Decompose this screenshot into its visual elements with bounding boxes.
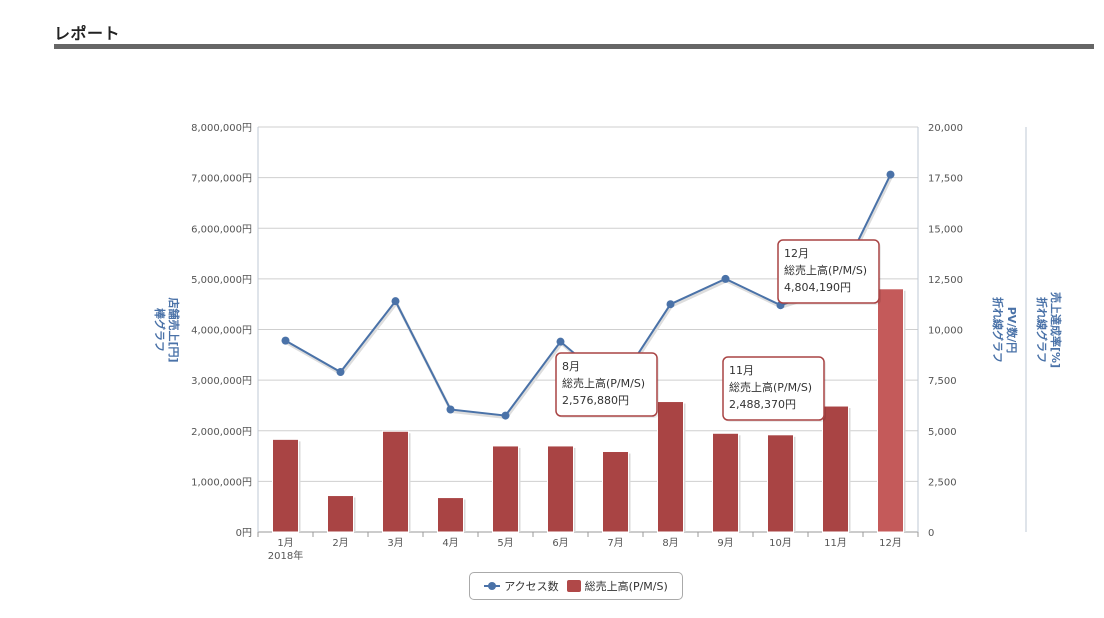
y-left-axis-title: 店舗売上[円] bbox=[167, 297, 181, 362]
y-right-axis-title: 折れ線グラフ bbox=[991, 297, 1005, 363]
y-left-tick-label: 1,000,000円 bbox=[191, 477, 252, 488]
line-point bbox=[556, 337, 565, 346]
y-right-tick-label: 5,000 bbox=[928, 427, 957, 438]
x-tick-label: 3月 bbox=[387, 537, 403, 549]
x-tick-label: 8月 bbox=[662, 537, 678, 549]
y-left-tick-label: 3,000,000円 bbox=[191, 376, 252, 387]
y-left-tick-label: 6,000,000円 bbox=[191, 224, 252, 235]
line-point bbox=[391, 297, 400, 306]
y-left-axis-title: 棒グラフ bbox=[153, 308, 167, 352]
tooltip-text: 11月 bbox=[729, 364, 754, 377]
y-right-tick-label: 15,000 bbox=[928, 224, 963, 235]
line-point bbox=[446, 405, 455, 414]
bar bbox=[602, 451, 629, 533]
bar bbox=[437, 497, 464, 533]
line-point bbox=[501, 411, 510, 420]
tooltip-text: 12月 bbox=[784, 247, 809, 260]
legend-item-access[interactable]: アクセス数 bbox=[484, 578, 559, 594]
bar bbox=[712, 432, 739, 533]
y-left-tick-label: 2,000,000円 bbox=[191, 427, 252, 438]
line-point bbox=[721, 274, 730, 283]
bar-swatch-icon bbox=[566, 580, 581, 592]
y-left-tick-label: 4,000,000円 bbox=[191, 326, 252, 337]
y-left-tick-label: 5,000,000円 bbox=[191, 275, 252, 286]
x-tick-label: 12月 bbox=[879, 537, 902, 549]
bar bbox=[492, 445, 519, 533]
x-tick-label: 6月 bbox=[552, 537, 568, 549]
bar bbox=[822, 405, 849, 533]
y-right-tick-label: 0 bbox=[928, 528, 934, 539]
bar bbox=[382, 430, 409, 533]
x-tick-label: 5月 bbox=[497, 537, 513, 549]
line-point bbox=[336, 368, 345, 377]
page-title: レポート bbox=[54, 24, 121, 43]
x-year-label: 2018年 bbox=[268, 549, 303, 562]
tooltip-text: 8月 bbox=[562, 360, 580, 373]
y-right-tick-label: 7,500 bbox=[928, 376, 957, 387]
y-right-tick-label: 20,000 bbox=[928, 123, 963, 134]
line-point bbox=[281, 336, 290, 345]
bar bbox=[767, 434, 794, 533]
y-right-tick-label: 10,000 bbox=[928, 326, 963, 337]
tooltip-text: 総売上高(P/M/S) bbox=[729, 380, 812, 394]
y-right2-axis-title: 折れ線グラフ bbox=[1035, 297, 1049, 363]
chart-legend: アクセス数 総売上高(P/M/S) bbox=[469, 572, 683, 600]
bar bbox=[547, 445, 574, 533]
y-right-tick-label: 12,500 bbox=[928, 275, 963, 286]
line-point bbox=[886, 170, 895, 179]
x-tick-label: 10月 bbox=[769, 537, 792, 549]
tooltip-text: 2,488,370円 bbox=[729, 398, 796, 411]
y-left-tick-label: 0円 bbox=[236, 528, 252, 539]
legend-label-access: アクセス数 bbox=[504, 580, 559, 593]
y-left-tick-label: 7,000,000円 bbox=[191, 174, 252, 185]
x-tick-label: 7月 bbox=[607, 537, 623, 549]
y-right-tick-label: 17,500 bbox=[928, 174, 963, 185]
x-tick-label: 2月 bbox=[332, 537, 348, 549]
bar bbox=[657, 401, 684, 533]
tooltip-text: 2,576,880円 bbox=[562, 394, 629, 407]
bar bbox=[877, 288, 904, 533]
tooltip-text: 4,804,190円 bbox=[784, 281, 851, 294]
bar bbox=[272, 438, 299, 533]
line-marker-icon bbox=[484, 581, 501, 591]
title-divider bbox=[54, 44, 1094, 49]
x-tick-label: 11月 bbox=[824, 537, 847, 549]
tooltip-box bbox=[722, 356, 825, 421]
tooltip-text: 総売上高(P/M/S) bbox=[784, 263, 867, 277]
tooltip-box bbox=[777, 239, 880, 304]
y-right-tick-label: 2,500 bbox=[928, 477, 957, 488]
y-left-tick-label: 8,000,000円 bbox=[191, 123, 252, 134]
y-right2-axis-title: 売上達成率[%] bbox=[1049, 292, 1063, 368]
tooltip-box bbox=[555, 352, 658, 417]
legend-item-sales[interactable]: 総売上高(P/M/S) bbox=[566, 578, 668, 594]
legend-label-sales: 総売上高(P/M/S) bbox=[584, 580, 668, 593]
bar bbox=[327, 495, 354, 533]
tooltip-text: 総売上高(P/M/S) bbox=[562, 376, 645, 390]
line-point bbox=[666, 300, 675, 309]
x-tick-label: 1月 bbox=[277, 537, 293, 549]
y-right-axis-title: PV/数/円 bbox=[1005, 307, 1019, 354]
x-tick-label: 9月 bbox=[717, 537, 733, 549]
x-tick-label: 4月 bbox=[442, 537, 458, 549]
